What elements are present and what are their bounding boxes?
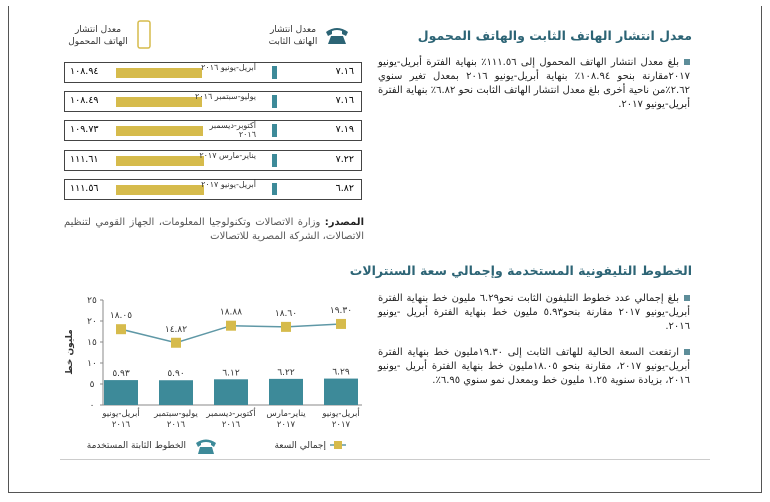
y-tick-label: ٢٠	[87, 317, 97, 327]
bar-label: ٥.٩٠	[167, 369, 184, 379]
bullet: ارتفعت السعة الحالية للهاتف الثابت إلى ١…	[378, 346, 690, 388]
table-row	[64, 91, 362, 112]
y-tick-label: ١٥	[87, 338, 97, 348]
fixed-header: معدل انتشار الهاتف الثابت	[268, 25, 318, 47]
mobile-value: ١١١.٦١	[70, 154, 99, 165]
bullet-text: بلغ إجمالي عدد خطوط التليفون الثابت نحو٦…	[378, 293, 690, 332]
point-label: ١٨.٦٠	[275, 309, 297, 319]
x-tick-label: أكتوبر-ديسمبر ٢٠١٦	[206, 409, 256, 430]
y-axis-label: مليون خط	[65, 329, 75, 375]
mobile-bar	[116, 68, 202, 78]
y-tick-label: ٥	[90, 380, 95, 390]
page-frame	[8, 6, 762, 493]
mobile-value: ١١١.٥٦	[70, 183, 99, 194]
point	[171, 337, 181, 348]
period: يناير-مارس ٢٠١٧	[199, 151, 256, 160]
mobile-value: ١٠٨.٩٤	[70, 66, 99, 77]
y-tick-label: ٢٥	[87, 296, 97, 306]
bar	[214, 379, 248, 405]
bullet-text: ارتفعت السعة الحالية للهاتف الثابت إلى ١…	[378, 347, 691, 386]
source: المصدر: وزارة الاتصالات وتكنولوجيا المعل…	[64, 216, 364, 244]
bar	[159, 380, 193, 405]
point-label: ١٨.٠٥	[110, 311, 132, 321]
bullet-mark	[683, 59, 690, 65]
table-row	[64, 150, 362, 171]
separator	[60, 459, 710, 460]
fixed-value: ٦.٨٢	[335, 183, 354, 194]
bar	[324, 378, 358, 405]
period: أبريل-يونيو ٢٠١٦	[201, 63, 256, 72]
bullet-mark	[684, 349, 690, 355]
legend-icon	[196, 439, 216, 454]
bullet-mark	[684, 295, 691, 301]
mobile-value: ١٠٩.٧٣	[70, 124, 99, 135]
mobile-bar	[116, 185, 204, 195]
fixed-bar	[272, 124, 277, 137]
fixed-bar	[272, 66, 277, 79]
fixed-value: ٧.١٦	[335, 95, 354, 106]
x-tick-label: أبريل-يونيو ٢٠١٦	[102, 409, 140, 430]
x-tick-label: يوليو-سبتمبر ٢٠١٦	[154, 409, 198, 430]
legend-label: إجمالي السعة	[274, 441, 326, 451]
bar-label: ٦.٢٢	[277, 368, 295, 378]
table-row	[64, 120, 362, 141]
bullet: بلغ إجمالي عدد خطوط التليفون الثابت نحو٦…	[378, 292, 691, 334]
x-tick-label: يناير-مارس ٢٠١٧	[266, 409, 306, 430]
point	[116, 324, 126, 335]
x-tick-label: أبريل-يونيو ٢٠١٧	[322, 409, 360, 430]
phone-icon	[326, 28, 348, 44]
point-label: ١٨.٨٨	[220, 308, 242, 318]
mobile-bar	[116, 97, 202, 107]
fixed-bar	[272, 95, 277, 108]
point-label: ١٩.٣٠	[330, 306, 352, 316]
point	[226, 320, 236, 331]
fixed-value: ٧.١٩	[335, 124, 354, 135]
mobile-icon	[137, 20, 151, 49]
point	[281, 321, 291, 332]
bar	[269, 378, 303, 405]
y-tick-label: ٠	[90, 401, 95, 411]
bullet-text: بلغ معدل انتشار الهاتف المحمول إلى ١١١.٥…	[378, 57, 690, 110]
legend-swatch	[334, 441, 342, 449]
mobile-bar	[116, 126, 203, 136]
legend-label: الخطوط الثابتة المستخدمة	[87, 441, 186, 451]
bar-label: ٦.٢٩	[332, 368, 350, 378]
fixed-value: ٧.٢٢	[335, 154, 354, 165]
source-text: وزارة الاتصالات وتكنولوجيا المعلومات، ال…	[64, 217, 364, 242]
fixed-value: ٧.١٦	[335, 66, 354, 77]
mobile-header: معدل انتشار الهاتف المحمول	[68, 25, 128, 47]
mobile-value: ١٠٨.٤٩	[70, 95, 99, 106]
point-label: ١٤.٨٢	[165, 325, 187, 335]
table-row	[64, 62, 362, 83]
period: أكتوبر-ديسمبر ٢٠١٦	[209, 121, 256, 139]
fixed-bar	[272, 183, 277, 196]
section-title: الخطوط التليفونية المستخدمة وإجمالي سعة …	[349, 263, 692, 278]
period: يوليو-سبتمبر ٢٠١٦	[195, 92, 256, 101]
bullet: بلغ معدل انتشار الهاتف المحمول إلى ١١١.٥…	[378, 56, 690, 112]
point	[336, 318, 346, 329]
y-tick-label: ١٠	[87, 359, 97, 369]
fixed-bar	[272, 154, 277, 167]
bar-label: ٦.١٢	[222, 368, 240, 378]
mobile-bar	[116, 156, 204, 166]
section-title: معدل انتشار الهاتف الثابت والهاتف المحمو…	[417, 28, 692, 43]
table-row	[64, 179, 362, 200]
period: أبريل-يونيو ٢٠١٧	[201, 180, 256, 189]
bar	[104, 380, 138, 405]
bar-label: ٥.٩٣	[112, 369, 130, 379]
source-label: المصدر:	[324, 217, 364, 228]
